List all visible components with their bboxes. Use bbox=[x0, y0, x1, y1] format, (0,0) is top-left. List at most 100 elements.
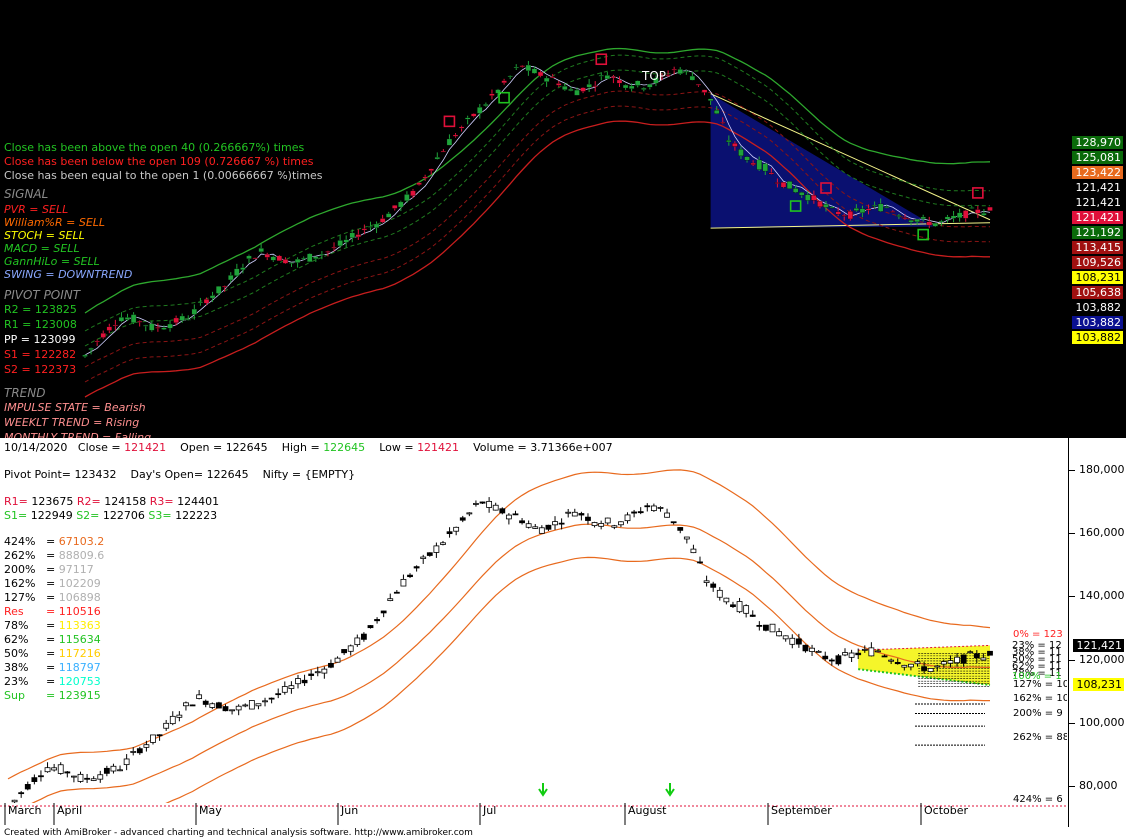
close-value: 121421 bbox=[124, 441, 167, 454]
candle-body bbox=[466, 512, 473, 515]
fib-level-row: 62% = 115634 bbox=[4, 633, 101, 646]
price-tag: 121,421 bbox=[1073, 639, 1124, 652]
lower-band-2 bbox=[84, 105, 990, 383]
mid-envelope bbox=[7, 523, 990, 816]
candle-body bbox=[670, 521, 677, 524]
fib-projection-label: 127% = 10 bbox=[1013, 679, 1067, 690]
signal-item: STOCH = SELL bbox=[4, 229, 85, 242]
candle-body bbox=[624, 514, 631, 522]
s2-label: S2= bbox=[76, 509, 100, 522]
y-tick-label: 100,000 bbox=[1079, 716, 1125, 729]
fib-level-value: 110516 bbox=[58, 605, 101, 618]
candle-body bbox=[641, 87, 647, 90]
month-label: April bbox=[57, 804, 82, 817]
fib-level-eq: = bbox=[46, 661, 59, 674]
candle-body bbox=[321, 668, 328, 674]
candle-body bbox=[604, 517, 611, 524]
candle-body bbox=[750, 162, 756, 165]
candle-body bbox=[100, 333, 106, 338]
fib-projection-label: 50% = 11 bbox=[1012, 654, 1062, 665]
candle-body bbox=[855, 652, 862, 656]
candle-body bbox=[934, 665, 941, 668]
candle-body bbox=[610, 76, 617, 79]
candle-body bbox=[683, 536, 690, 540]
fib-level-value: 88809.6 bbox=[58, 549, 105, 562]
candle-body bbox=[571, 511, 578, 517]
pivot-item: R2 = 123825 bbox=[4, 303, 77, 316]
signal-item: PVR = SELL bbox=[4, 203, 69, 216]
candle-body bbox=[981, 213, 987, 216]
fib-projection-label: 100% = 1 bbox=[1012, 671, 1062, 682]
stat-text: Close has been below the open 109 (0.726… bbox=[4, 155, 314, 168]
candle-body bbox=[805, 194, 811, 201]
pivot-item: S1 = 122282 bbox=[4, 348, 77, 361]
candle-body bbox=[525, 64, 532, 71]
candle-body bbox=[407, 574, 413, 578]
fib-level-eq: = bbox=[46, 563, 59, 576]
pivot-info-line: Pivot Point= 123432 Day's Open= 122645 N… bbox=[4, 468, 355, 481]
candle-body bbox=[426, 552, 433, 556]
candle-body bbox=[82, 354, 88, 357]
fib-level-label: 424% bbox=[4, 535, 36, 548]
pivot-header: PIVOT POINT bbox=[4, 288, 81, 302]
candle-body bbox=[347, 645, 354, 652]
top-price-scale: 128,970 125,081 123,422 121,421 121,421 121,4… bbox=[1068, 0, 1126, 438]
candle-body bbox=[308, 673, 315, 676]
candle-body bbox=[647, 84, 653, 88]
y-tick-mark bbox=[1069, 596, 1075, 598]
candle-body bbox=[932, 223, 938, 227]
buy-arrow bbox=[538, 783, 548, 797]
candle-body bbox=[313, 256, 319, 259]
candle-body bbox=[938, 220, 945, 223]
pivot-item: R1 = 123008 bbox=[4, 318, 77, 331]
scale-price-tag: 128,970 bbox=[1072, 136, 1123, 149]
candle-body bbox=[314, 671, 321, 674]
candle-body bbox=[446, 531, 453, 535]
candle-body bbox=[471, 113, 477, 117]
scale-price-tag: 108,231 bbox=[1072, 271, 1123, 284]
y-tick-mark bbox=[1069, 533, 1075, 534]
fib-level-eq: = bbox=[46, 633, 59, 646]
candle-body bbox=[64, 771, 71, 774]
candle-body bbox=[209, 703, 216, 708]
candle-body bbox=[861, 648, 868, 651]
candle-body bbox=[288, 262, 295, 264]
s1-value: 122949 bbox=[30, 509, 73, 522]
candle-body bbox=[809, 647, 815, 652]
candle-body bbox=[203, 299, 210, 304]
candle-body bbox=[84, 777, 90, 780]
candle-body bbox=[235, 705, 242, 711]
candle-body bbox=[209, 295, 216, 299]
fib-level-value: 118797 bbox=[58, 661, 101, 674]
candle-body bbox=[179, 315, 185, 321]
candle-body bbox=[565, 511, 572, 514]
candle-body bbox=[173, 317, 179, 323]
candle-body bbox=[328, 662, 334, 668]
candle-body bbox=[901, 664, 908, 668]
candle-body bbox=[683, 70, 689, 72]
candle-body bbox=[123, 758, 130, 766]
candle-body bbox=[222, 706, 229, 712]
candle-body bbox=[465, 117, 471, 120]
candle-body bbox=[902, 217, 908, 219]
signal-item: SWING = DOWNTREND bbox=[4, 268, 133, 281]
scale-price-tag: 105,638 bbox=[1072, 286, 1123, 299]
candle-body bbox=[780, 182, 787, 188]
candle-body bbox=[980, 657, 987, 661]
fib-level-label: 200% bbox=[4, 563, 36, 576]
r1-label: R1= bbox=[4, 495, 28, 508]
candle-body bbox=[501, 80, 507, 84]
candle-body bbox=[434, 157, 440, 160]
candle-body bbox=[183, 702, 189, 707]
candle-body bbox=[440, 542, 446, 545]
candle-body bbox=[701, 89, 708, 93]
candle-body bbox=[167, 323, 173, 329]
buy-marker bbox=[917, 228, 929, 241]
candle-body bbox=[556, 83, 562, 86]
candle-body bbox=[762, 163, 768, 172]
trend-item: MONTHLY TREND = Falling bbox=[4, 431, 152, 438]
fib-projection-label: 262% = 88 bbox=[1013, 732, 1067, 743]
candle-body bbox=[963, 210, 969, 219]
candle-body bbox=[176, 714, 183, 718]
candle-body bbox=[331, 247, 337, 249]
